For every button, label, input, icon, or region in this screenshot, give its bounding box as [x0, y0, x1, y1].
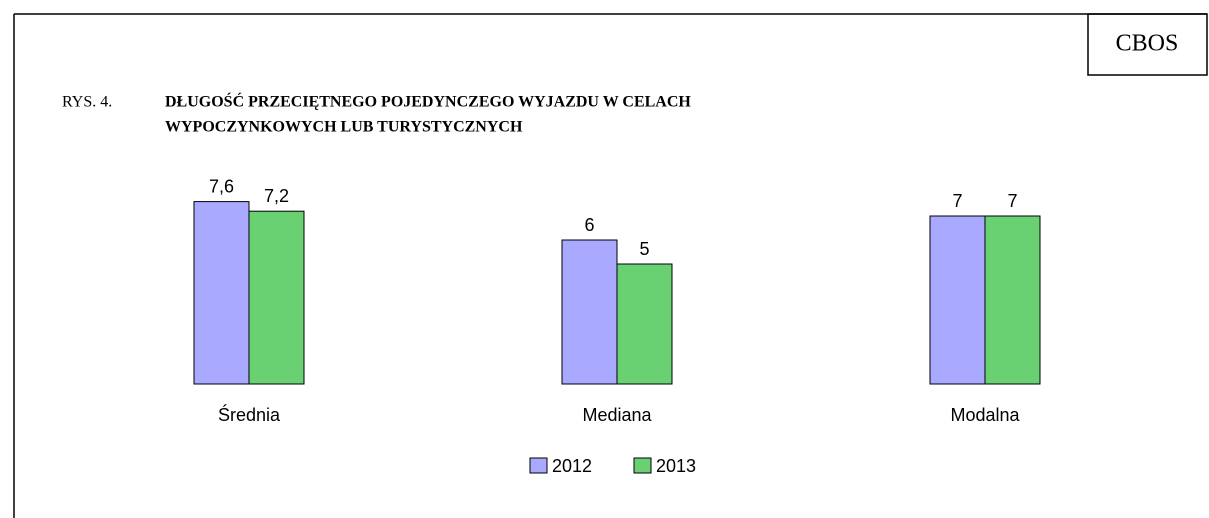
source: CBOS — [1116, 31, 1179, 57]
bar — [616, 263, 673, 385]
chart-title: WYPOCZYNKOWYCH LUB TURYSTYCZNYCH — [165, 119, 523, 136]
bar — [248, 210, 305, 385]
data-label: 5 — [639, 239, 649, 259]
data-label: 7 — [1007, 191, 1017, 211]
legend-label: 2012 — [552, 456, 592, 476]
figure-label: RYS. 4. — [62, 94, 112, 111]
source-box — [1087, 13, 1208, 76]
legend-swatch — [529, 457, 548, 474]
x-tick-label: Średnia — [218, 404, 281, 425]
bar — [929, 215, 986, 385]
x-tick-label: Modalna — [950, 405, 1020, 425]
data-label: 6 — [584, 215, 594, 235]
data-label: 7,6 — [209, 176, 234, 196]
bar — [984, 215, 1041, 385]
bar — [193, 201, 250, 385]
data-label: 7,2 — [264, 186, 289, 206]
x-tick-label: Mediana — [582, 405, 652, 425]
bar — [561, 239, 618, 385]
chart-title: DŁUGOŚĆ PRZECIĘTNEGO POJEDYNCZEGO WYJAZD… — [165, 92, 691, 111]
legend-swatch — [633, 457, 652, 474]
data-label: 7 — [952, 191, 962, 211]
legend-label: 2013 — [656, 456, 696, 476]
